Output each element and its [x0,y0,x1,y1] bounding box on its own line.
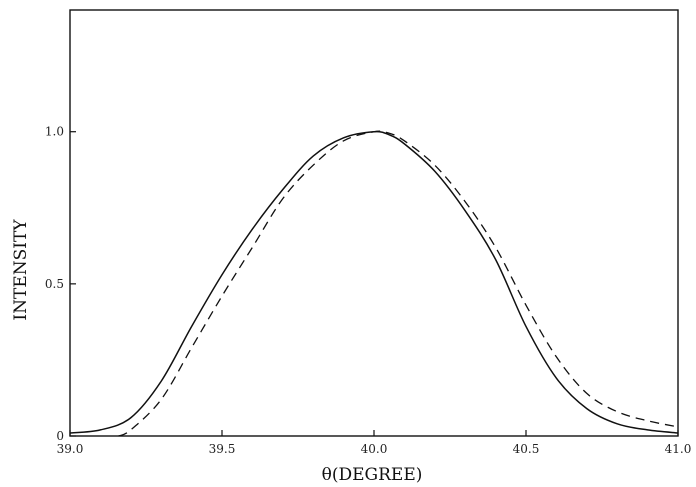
y-tick-label: 1.0 [45,125,64,139]
plot-frame [69,9,679,437]
y-axis-title: INTENSITY [11,219,31,321]
x-tick-label: 40.0 [361,442,388,456]
x-axis-title: θ(DEGREE) [322,465,423,485]
y-tick-label: 0 [56,429,64,443]
x-tick-label: 41.0 [665,442,692,456]
x-tick-label: 39.0 [57,442,84,456]
x-tick-label: 39.5 [209,442,236,456]
plot-area: 39.0 39.5 40.0 40.5 41.0 0 0.5 1.0 [45,9,692,456]
y-tick-label: 0.5 [45,277,64,291]
x-tick-label: 40.5 [513,442,540,456]
dashed-curve-series-1 [118,130,679,437]
solid-curve-series-0 [69,130,679,434]
